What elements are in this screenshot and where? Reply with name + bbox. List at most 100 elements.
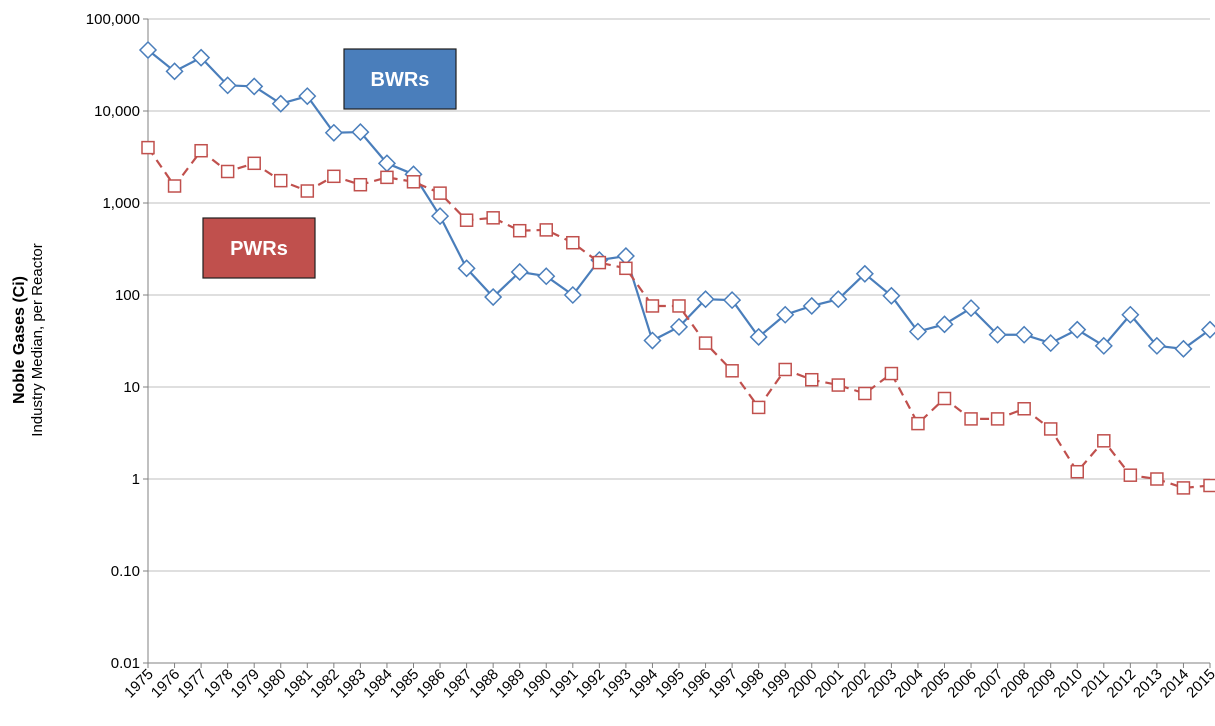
marker — [884, 366, 899, 381]
marker — [911, 416, 925, 431]
marker — [619, 261, 633, 276]
x-tick-label: 2012 — [1104, 666, 1140, 702]
marker — [298, 87, 317, 106]
x-tick-label: 2001 — [812, 666, 848, 702]
x-tick-label: 1986 — [413, 666, 449, 702]
marker — [353, 177, 368, 192]
x-tick-label: 2014 — [1157, 666, 1193, 702]
marker — [645, 299, 660, 313]
marker — [1176, 481, 1191, 495]
marker — [486, 211, 500, 225]
marker — [1123, 468, 1138, 482]
x-tick-label: 1988 — [466, 666, 502, 702]
marker — [1017, 402, 1031, 416]
y-tick-label: 10,000 — [94, 103, 140, 120]
y-tick-label: 10 — [123, 379, 140, 396]
x-tick-label: 2006 — [944, 666, 980, 702]
x-tick-label: 1999 — [758, 666, 794, 702]
marker — [988, 325, 1007, 344]
marker — [324, 123, 343, 142]
x-tick-label: 1995 — [652, 666, 688, 702]
marker — [510, 262, 529, 282]
marker — [271, 94, 290, 113]
marker — [484, 287, 503, 307]
x-tick-label: 1997 — [705, 666, 741, 702]
x-tick-label: 2015 — [1183, 666, 1215, 702]
marker — [167, 179, 182, 193]
y-axis-subtitle: Industry Median, per Reactor — [29, 243, 46, 436]
x-tick-label: 1978 — [201, 666, 237, 702]
x-tick-label: 1983 — [334, 666, 370, 702]
marker — [643, 331, 662, 350]
marker — [1041, 334, 1060, 353]
marker — [672, 299, 686, 313]
y-axis-title: Noble Gases (Ci) — [11, 276, 28, 404]
x-tick-label: 1994 — [626, 666, 662, 702]
marker — [1200, 320, 1215, 339]
marker — [566, 235, 580, 250]
marker — [274, 173, 288, 188]
marker — [831, 378, 846, 392]
x-tick-label: 1990 — [519, 666, 555, 702]
marker — [990, 412, 1005, 426]
marker — [964, 412, 978, 426]
marker — [194, 143, 208, 158]
marker — [858, 386, 872, 401]
x-tick-label: 2009 — [1024, 666, 1060, 702]
x-tick-label: 2011 — [1078, 666, 1113, 701]
marker — [1150, 472, 1164, 486]
marker — [430, 207, 450, 226]
x-tick-label: 2008 — [997, 666, 1033, 702]
marker — [592, 255, 607, 270]
marker — [829, 290, 848, 309]
marker — [778, 362, 792, 377]
marker — [433, 186, 447, 200]
marker — [165, 62, 184, 81]
x-tick-label: 1977 — [174, 666, 210, 702]
marker — [537, 267, 556, 286]
x-tick-label: 1989 — [493, 666, 529, 702]
x-tick-label: 2007 — [971, 666, 1007, 702]
marker — [539, 223, 553, 237]
marker — [459, 213, 474, 227]
marker — [1070, 464, 1084, 479]
x-tick-label: 1981 — [281, 666, 317, 702]
marker — [1043, 422, 1058, 436]
marker — [351, 123, 370, 142]
marker — [1097, 434, 1111, 448]
x-tick-label: 1987 — [440, 666, 476, 702]
marker — [805, 372, 819, 387]
series-label: BWRs — [371, 69, 430, 91]
marker — [937, 391, 952, 406]
marker — [1174, 339, 1193, 358]
x-tick-label: 1980 — [254, 666, 290, 702]
marker — [245, 77, 264, 96]
marker — [855, 264, 874, 283]
x-tick-label: 1979 — [227, 666, 263, 702]
x-tick-label: 2004 — [891, 666, 927, 702]
series-label: PWRs — [230, 238, 288, 260]
series-line — [147, 146, 1211, 490]
marker — [300, 184, 315, 198]
marker — [723, 291, 742, 310]
marker — [380, 170, 394, 185]
x-tick-label: 1982 — [307, 666, 343, 702]
marker — [218, 76, 237, 95]
marker — [220, 164, 235, 179]
x-tick-label: 1992 — [573, 666, 609, 702]
marker — [935, 315, 954, 334]
y-tick-label: 100,000 — [86, 11, 140, 28]
marker — [802, 296, 821, 316]
series-label-box — [202, 217, 316, 279]
x-tick-label: 1985 — [387, 666, 423, 702]
marker — [698, 336, 713, 350]
marker — [696, 290, 715, 309]
marker — [457, 259, 476, 278]
marker — [1068, 320, 1087, 339]
y-tick-label: 100 — [115, 287, 140, 304]
marker — [247, 156, 261, 171]
marker — [1121, 305, 1140, 324]
marker — [1147, 336, 1166, 355]
y-tick-label: 0.01 — [111, 655, 140, 672]
marker — [138, 40, 158, 60]
